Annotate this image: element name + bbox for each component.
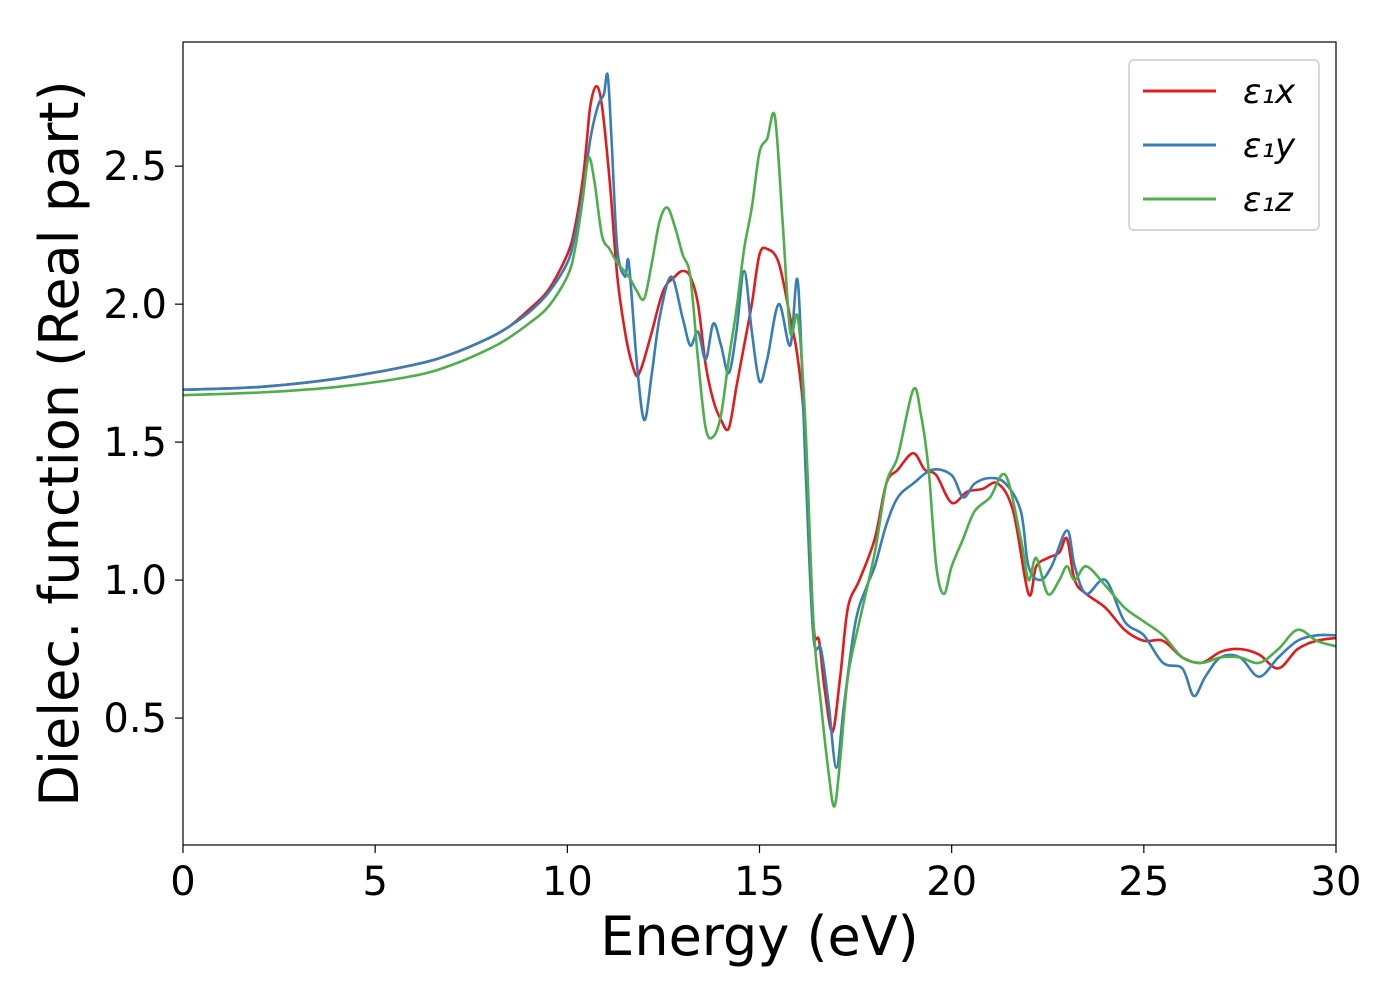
legend-label-eps1x: ε₁x	[1243, 72, 1296, 112]
x-tick-label: 0	[170, 859, 195, 905]
series-line-2	[182, 111, 1337, 808]
x-tick-label: 15	[734, 859, 785, 905]
x-tick-label: 10	[542, 859, 593, 905]
y-tick-label: 1.5	[103, 420, 167, 466]
legend-label-eps1z: ε₁z	[1243, 180, 1294, 220]
y-axis-title: Dielec. function (Real part)	[28, 80, 91, 806]
y-axis-ticks: 0.5 1.0 1.5 2.0 2.5	[103, 144, 183, 742]
series-layer	[182, 72, 1337, 808]
y-tick-label: 2.5	[103, 144, 167, 190]
y-tick-label: 2.0	[103, 282, 167, 328]
y-tick-label: 1.0	[103, 558, 167, 604]
legend-box	[1128, 59, 1320, 231]
x-tick-label: 30	[1311, 859, 1362, 905]
x-axis-ticks: 0 5 10 15 20 25 30	[170, 845, 1361, 905]
legend: ε₁x ε₁y ε₁z	[1128, 59, 1320, 231]
x-tick-label: 25	[1118, 859, 1169, 905]
y-tick-label: 0.5	[103, 696, 167, 742]
series-line-1	[182, 72, 1337, 769]
x-axis-title: Energy (eV)	[600, 905, 919, 968]
series-line-0	[182, 84, 1337, 734]
x-tick-label: 20	[926, 859, 977, 905]
x-tick-label: 5	[362, 859, 387, 905]
legend-label-eps1y: ε₁y	[1243, 126, 1296, 166]
